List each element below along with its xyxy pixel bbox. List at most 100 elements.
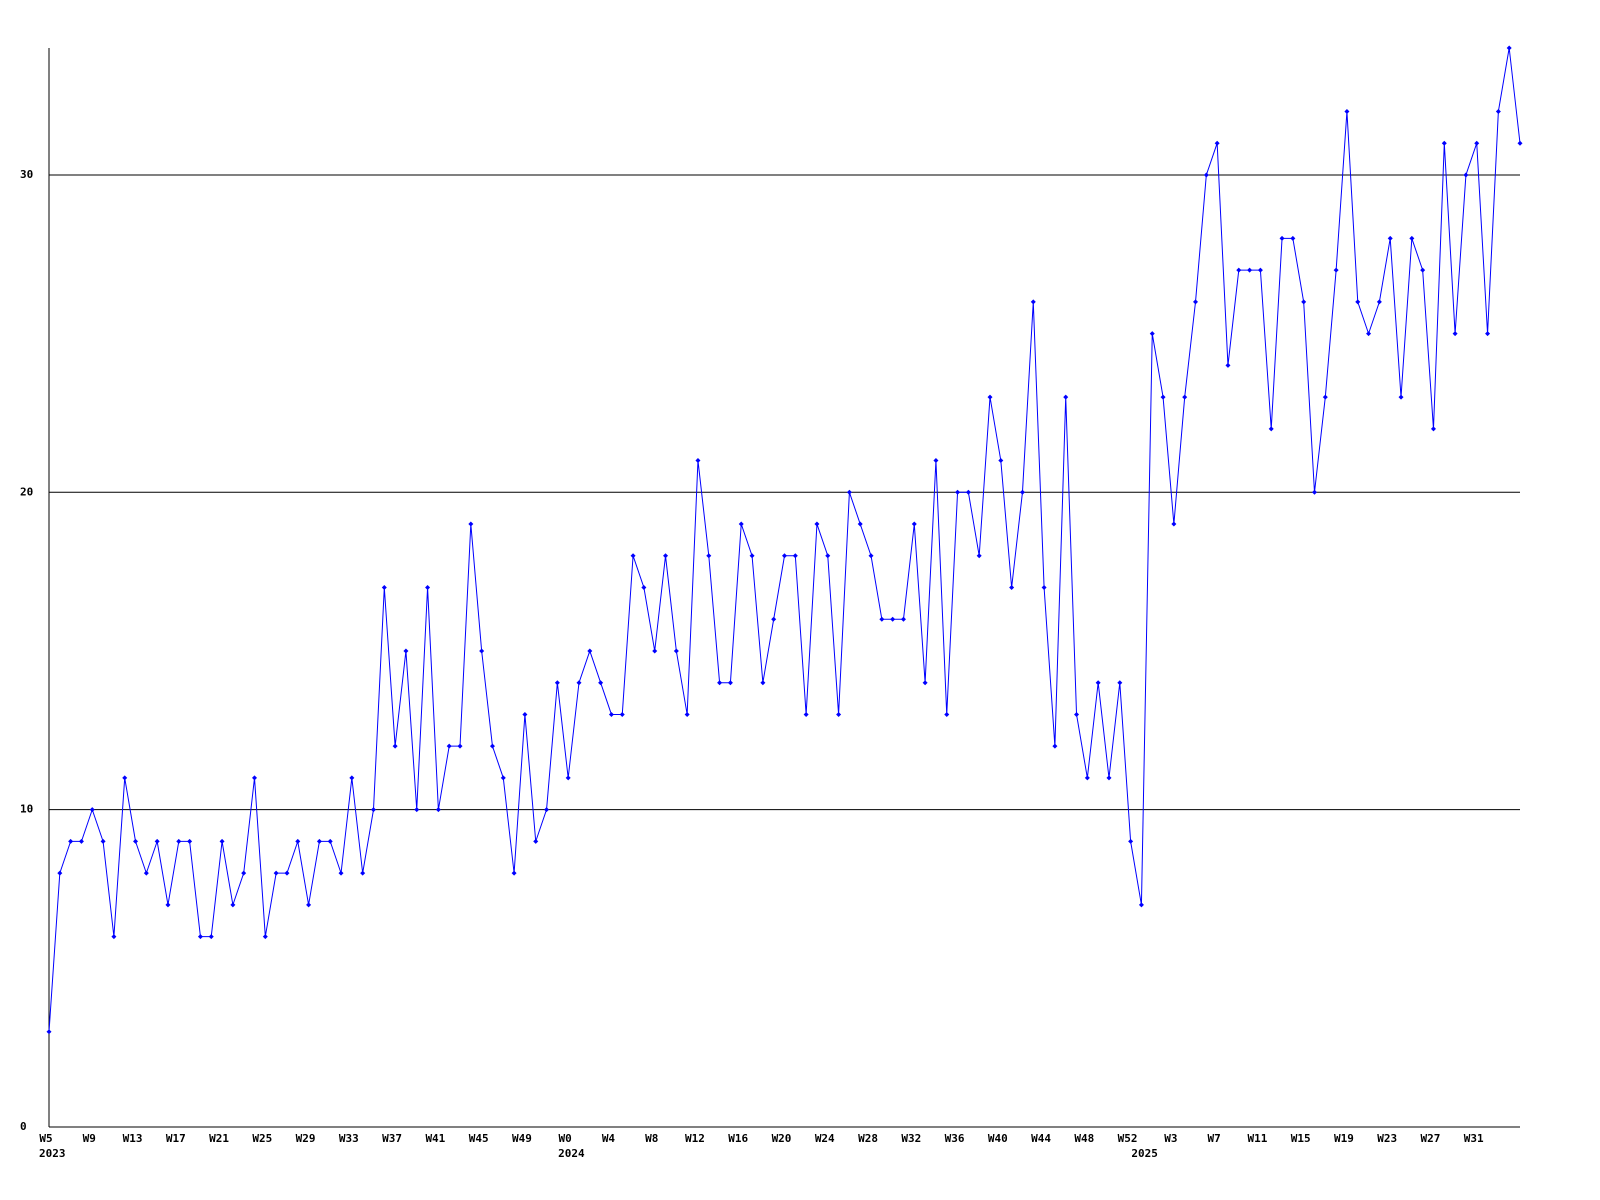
data-point (1041, 585, 1047, 590)
data-point (403, 648, 409, 654)
data-point (533, 838, 539, 844)
data-point (922, 680, 928, 686)
data-point (425, 585, 431, 590)
data-point (1290, 235, 1296, 241)
x-tick-label: W41 (425, 1132, 445, 1145)
data-point (1301, 299, 1307, 305)
x-tick-label: W33 (339, 1132, 359, 1145)
data-point (825, 553, 831, 559)
data-point (1506, 45, 1512, 51)
data-point (608, 711, 614, 717)
data-point (792, 553, 798, 559)
data-point (1117, 680, 1123, 686)
data-point (565, 775, 571, 781)
data-point (846, 489, 852, 495)
x-tick-label: W4 (602, 1132, 616, 1145)
data-point (500, 775, 506, 781)
data-point (57, 870, 63, 876)
data-point (1517, 140, 1523, 146)
x-tick-label: W40 (988, 1132, 1008, 1145)
data-point (381, 585, 387, 590)
data-point (1387, 235, 1393, 241)
x-tick-label: W11 (1247, 1132, 1267, 1145)
x-tick-label: W13 (123, 1132, 143, 1145)
data-point (576, 680, 582, 686)
data-point (998, 458, 1004, 464)
data-point (900, 616, 906, 622)
data-point (489, 743, 495, 749)
data-point (1355, 299, 1361, 305)
data-point (165, 902, 171, 908)
data-point (587, 648, 593, 654)
year-label: 2025 (1131, 1147, 1158, 1160)
data-point (868, 553, 874, 559)
y-tick-label: 20 (20, 485, 33, 498)
data-point (122, 775, 128, 781)
x-tick-label: W24 (815, 1132, 835, 1145)
x-tick-label: W32 (901, 1132, 921, 1145)
data-point (349, 775, 355, 781)
data-point (360, 870, 366, 876)
x-tick-label: W16 (728, 1132, 748, 1145)
data-point (1344, 108, 1350, 114)
data-point (1182, 394, 1188, 400)
data-point (1485, 331, 1491, 337)
data-point (652, 648, 658, 654)
data-point (100, 838, 106, 844)
data-point (1214, 140, 1220, 146)
data-point (1420, 267, 1426, 273)
year-label: 2023 (39, 1147, 66, 1160)
data-point (262, 934, 268, 940)
data-point (976, 553, 982, 559)
x-tick-label: W28 (858, 1132, 878, 1145)
data-point (1063, 394, 1069, 400)
data-point (306, 902, 312, 908)
data-point (1376, 299, 1382, 305)
data-point (479, 648, 485, 654)
data-point (738, 521, 744, 527)
data-point (208, 934, 214, 940)
data-point (944, 711, 950, 717)
x-tick-label: W8 (645, 1132, 658, 1145)
data-point (1495, 108, 1501, 114)
data-point (1333, 267, 1339, 273)
x-tick-label: W37 (382, 1132, 402, 1145)
y-tick-label: 10 (20, 803, 33, 816)
data-point (1052, 743, 1058, 749)
x-tick-label: W21 (209, 1132, 229, 1145)
data-point (1030, 299, 1036, 305)
data-point (727, 680, 733, 686)
data-point (803, 711, 809, 717)
data-point (1268, 426, 1274, 432)
data-point (1160, 394, 1166, 400)
data-point (706, 553, 712, 559)
data-point (1441, 140, 1447, 146)
x-tick-label: W49 (512, 1132, 532, 1145)
data-point (1203, 172, 1209, 178)
data-point (1138, 902, 1144, 908)
data-point (879, 616, 885, 622)
data-point (544, 807, 550, 813)
data-point (252, 775, 258, 781)
data-point (133, 838, 139, 844)
data-point (1225, 362, 1231, 368)
data-point (1398, 394, 1404, 400)
data-point (338, 870, 344, 876)
data-point (1279, 235, 1285, 241)
data-point (684, 711, 690, 717)
data-point (695, 458, 701, 464)
data-point (89, 807, 95, 813)
x-tick-label: W3 (1164, 1132, 1177, 1145)
data-point (327, 838, 333, 844)
data-point (176, 838, 182, 844)
data-point (673, 648, 679, 654)
data-point (1019, 489, 1025, 495)
x-tick-label: W45 (469, 1132, 489, 1145)
data-point (1149, 331, 1155, 337)
data-point (316, 838, 322, 844)
x-tick-label: W52 (1118, 1132, 1138, 1145)
data-point (273, 870, 279, 876)
data-point (1171, 521, 1177, 527)
data-point (414, 807, 420, 813)
